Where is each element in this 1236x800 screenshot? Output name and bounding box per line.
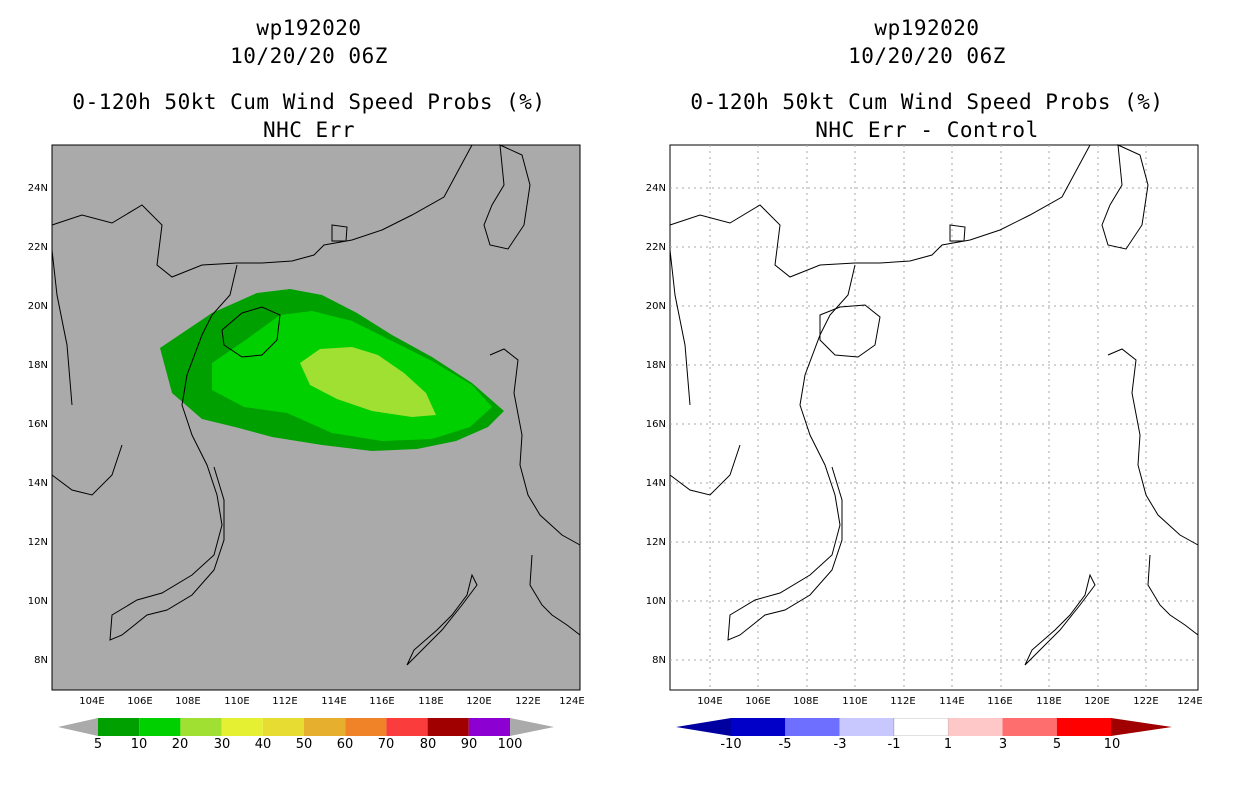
colorbar-label: 1 bbox=[943, 737, 953, 752]
coastlines bbox=[51, 144, 581, 666]
colorbar-label: -10 bbox=[720, 737, 742, 752]
lon-label: 122E bbox=[515, 696, 541, 707]
graticule bbox=[670, 145, 1198, 690]
lat-label: 10N bbox=[645, 596, 666, 607]
colorbar-swatch bbox=[386, 718, 428, 736]
coastlines bbox=[669, 144, 1199, 666]
colorbar-label: 10 bbox=[1103, 737, 1121, 752]
lon-label: 114E bbox=[939, 696, 965, 707]
lat-label: 8N bbox=[34, 655, 48, 666]
colorbar-swatch bbox=[468, 718, 510, 736]
lon-label: 104E bbox=[697, 696, 723, 707]
colorbar-label: 90 bbox=[460, 737, 478, 752]
lat-label: 12N bbox=[645, 537, 666, 548]
lon-label: 114E bbox=[321, 696, 347, 707]
lon-label: 106E bbox=[127, 696, 153, 707]
colorbar-label: 5 bbox=[93, 737, 103, 752]
lat-label: 16N bbox=[645, 419, 666, 430]
left-panel: wp192020 10/20/20 06Z 0-120h 50kt Cum Wi… bbox=[27, 16, 585, 752]
colorbar-label: 5 bbox=[1052, 737, 1062, 752]
lon-label: 118E bbox=[418, 696, 444, 707]
colorbar-left-arrow bbox=[676, 718, 731, 736]
lat-label: 12N bbox=[27, 537, 48, 548]
colorbar-label: 50 bbox=[295, 737, 313, 752]
colorbar-swatch bbox=[1002, 718, 1057, 736]
colorbar-label: 20 bbox=[171, 737, 189, 752]
colorbar-swatch bbox=[139, 718, 181, 736]
colorbar-swatch bbox=[893, 718, 949, 736]
storm-id-title: wp192020 bbox=[256, 16, 362, 40]
colorbar-label: 40 bbox=[254, 737, 272, 752]
subtitle: NHC Err bbox=[262, 118, 355, 142]
datetime-title: 10/20/20 06Z bbox=[848, 44, 1006, 68]
map-background bbox=[669, 144, 1199, 691]
colorbar-swatch bbox=[98, 718, 140, 736]
colorbar-swatch bbox=[427, 718, 469, 736]
lat-label: 22N bbox=[645, 242, 666, 253]
colorbar-swatch bbox=[304, 718, 346, 736]
colorbar-label: 10 bbox=[130, 737, 148, 752]
product-title: 0-120h 50kt Cum Wind Speed Probs (%) bbox=[72, 90, 546, 114]
lat-label: 14N bbox=[27, 478, 48, 489]
colorbar-swatch bbox=[948, 718, 1003, 736]
colorbar-swatch bbox=[785, 718, 840, 736]
colorbar-label: 3 bbox=[998, 737, 1008, 752]
lat-label: 24N bbox=[645, 183, 666, 194]
lon-label: 108E bbox=[793, 696, 819, 707]
colorbar-swatch bbox=[731, 718, 786, 736]
lon-label: 112E bbox=[272, 696, 298, 707]
colorbar-label: 30 bbox=[213, 737, 231, 752]
storm-id-title: wp192020 bbox=[874, 16, 980, 40]
lon-label: 116E bbox=[987, 696, 1013, 707]
lat-label: 20N bbox=[645, 301, 666, 312]
lat-label: 8N bbox=[652, 655, 666, 666]
colorbar-swatch bbox=[221, 718, 263, 736]
probability-map bbox=[51, 144, 581, 691]
colorbar-swatch bbox=[345, 718, 387, 736]
colorbar-right-arrow bbox=[510, 718, 554, 736]
lon-label: 112E bbox=[890, 696, 916, 707]
lon-label: 120E bbox=[1084, 696, 1110, 707]
lat-label: 18N bbox=[645, 360, 666, 371]
lat-label: 22N bbox=[27, 242, 48, 253]
colorbar-left-arrow bbox=[58, 718, 98, 736]
lon-label: 124E bbox=[559, 696, 585, 707]
lon-label: 122E bbox=[1133, 696, 1159, 707]
lon-label: 110E bbox=[842, 696, 868, 707]
subtitle: NHC Err - Control bbox=[815, 118, 1039, 142]
colorbar-label: 70 bbox=[377, 737, 395, 752]
lon-label: 120E bbox=[466, 696, 492, 707]
datetime-title: 10/20/20 06Z bbox=[230, 44, 388, 68]
lon-label: 104E bbox=[79, 696, 105, 707]
lon-label: 106E bbox=[745, 696, 771, 707]
difference-map bbox=[669, 144, 1199, 691]
probability-colorbar bbox=[58, 718, 554, 736]
right-panel: wp192020 10/20/20 06Z 0-120h 50kt Cum Wi… bbox=[618, 0, 1236, 800]
lat-label: 14N bbox=[645, 478, 666, 489]
prob-zone-20 bbox=[300, 347, 436, 417]
lon-label: 110E bbox=[224, 696, 250, 707]
lon-label: 108E bbox=[175, 696, 201, 707]
colorbar-swatch bbox=[180, 718, 222, 736]
lat-label: 10N bbox=[27, 596, 48, 607]
lat-label: 18N bbox=[27, 360, 48, 371]
colorbar-label: -1 bbox=[887, 737, 901, 752]
difference-colorbar bbox=[676, 718, 1172, 736]
lon-label: 118E bbox=[1036, 696, 1062, 707]
colorbar-label: 80 bbox=[419, 737, 437, 752]
product-title: 0-120h 50kt Cum Wind Speed Probs (%) bbox=[690, 90, 1164, 114]
lon-label: 124E bbox=[1177, 696, 1203, 707]
lat-label: 24N bbox=[27, 183, 48, 194]
colorbar-swatch bbox=[262, 718, 304, 736]
colorbar-label: -5 bbox=[778, 737, 792, 752]
colorbar-label: 60 bbox=[336, 737, 354, 752]
colorbar-label: -3 bbox=[833, 737, 847, 752]
colorbar-label: 100 bbox=[497, 737, 523, 752]
colorbar-swatch bbox=[839, 718, 894, 736]
colorbar-right-arrow bbox=[1111, 718, 1172, 736]
lat-label: 20N bbox=[27, 301, 48, 312]
colorbar-swatch bbox=[1056, 718, 1112, 736]
lon-label: 116E bbox=[369, 696, 395, 707]
lat-label: 16N bbox=[27, 419, 48, 430]
